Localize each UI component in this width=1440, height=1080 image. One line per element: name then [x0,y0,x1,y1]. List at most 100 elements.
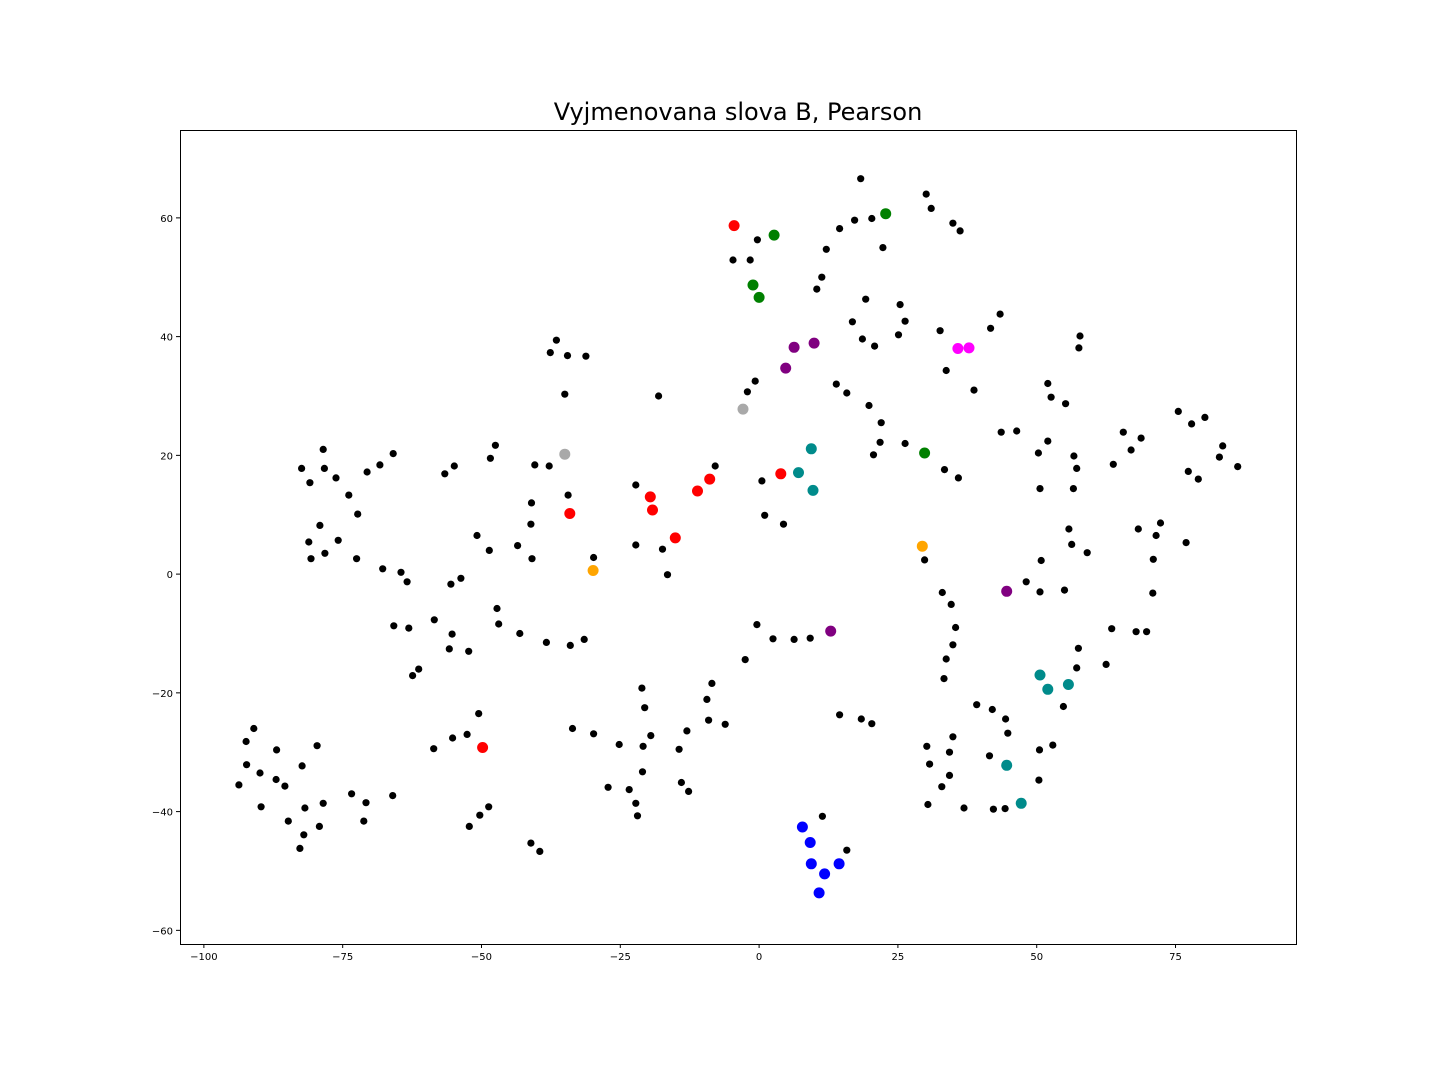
data-point-black [360,817,368,825]
data-point-black [1059,702,1067,711]
data-point-black [1036,588,1044,596]
data-point-black [1002,715,1010,723]
data-point-black [493,604,501,613]
data-point-black [590,730,598,738]
data-point-black [947,600,955,609]
data-point-black [973,701,981,709]
data-point-black [851,216,859,224]
data-point-black [332,474,340,482]
data-point-black [741,656,749,664]
data-point-magenta [963,342,975,354]
data-point-black [1083,549,1091,557]
data-point-black [877,419,885,427]
data-point-black [363,468,371,476]
data-point-black [685,787,693,796]
data-point-black [938,783,946,791]
data-point-black [476,811,484,819]
data-point-black [528,555,536,563]
data-point-black [301,804,309,812]
chart-title: Vyjmenovana slova B, Pearson [553,98,923,126]
data-point-black [306,479,314,487]
data-point-black [960,804,968,812]
data-point-black [1068,540,1076,549]
data-point-teal [1034,669,1046,681]
data-point-black [790,635,798,644]
data-point-black [527,839,535,847]
data-point-black [945,771,954,780]
data-point-black [590,553,598,562]
data-point-black [403,578,411,586]
data-point-black [542,638,551,647]
y-tick-label: 40 [160,333,173,344]
data-point-black [1108,625,1116,633]
data-point-black [1035,746,1044,754]
data-point-black [729,256,737,264]
data-point-black [397,568,405,576]
data-point-black [296,844,304,853]
data-point-black [779,520,788,528]
data-point-black [721,720,729,728]
data-point-blue [819,868,831,880]
data-point-black [415,665,423,673]
y-axis: −60 −40 −20 0 20 40 60 [152,214,180,937]
data-point-black [938,588,946,597]
data-point-black [1134,525,1142,533]
x-tick-label: 25 [892,952,905,963]
data-point-black [949,733,957,741]
data-point-black [677,778,686,787]
data-point-black [362,799,370,807]
data-point-black [1034,449,1042,457]
data-point-black [345,491,353,499]
data-point-black [894,331,903,339]
data-point-black [465,647,473,655]
data-point-black [475,710,483,718]
data-point-black [1073,664,1081,672]
data-point-black [921,556,929,564]
data-point-black [334,536,342,544]
data-point-black [868,214,876,223]
data-point-black [896,301,904,309]
data-point-teal [1062,679,1074,690]
data-point-black [924,800,932,809]
data-point-black [319,799,327,807]
y-tick-label: −20 [152,689,173,700]
data-point-black [901,317,909,325]
data-point-black [243,761,251,769]
data-point-black [604,783,612,791]
data-point-black [818,812,827,820]
data-point-black [235,781,243,789]
y-tick-label: 0 [167,570,173,581]
data-point-black [516,629,524,638]
data-point-black [281,782,289,790]
series-blue [796,821,845,899]
data-point-red [644,491,656,503]
data-point-black [313,742,321,750]
data-point-black [869,451,878,459]
data-point-purple [780,362,792,374]
data-point-black [298,762,306,770]
data-point-green [753,291,765,303]
data-point-black [708,679,716,688]
data-point-black [298,464,306,472]
data-point-black [273,746,281,754]
data-point-black [858,335,867,343]
data-point-black [633,812,642,820]
data-point-blue [833,858,845,870]
data-point-black [1188,420,1196,428]
data-point-black [647,732,655,740]
data-point-black [1132,628,1140,636]
data-point-red [728,220,740,232]
x-tick-label: 50 [1030,952,1043,963]
data-point-black [531,461,539,469]
data-point-black [632,481,640,489]
data-point-black [836,225,844,233]
data-point-black [705,716,713,724]
points-layer [235,175,1242,899]
data-point-black [703,695,711,704]
data-point-black [985,752,994,760]
data-point-black [320,464,328,472]
data-point-black [952,623,960,632]
series-magenta [952,342,975,354]
data-point-black [1036,485,1044,493]
